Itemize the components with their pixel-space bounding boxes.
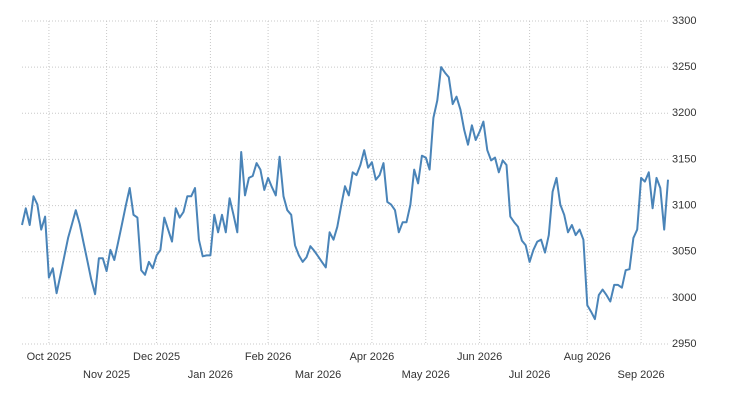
x-tick-label: Nov 2025	[83, 369, 130, 381]
x-tick-label: Dec 2025	[133, 351, 180, 363]
y-tick-label: 3000	[672, 292, 696, 304]
x-tick-label: Sep 2026	[618, 369, 665, 381]
data-line	[21, 66, 669, 321]
y-tick-label: 3050	[672, 246, 696, 258]
y-tick-label: 3150	[672, 153, 696, 165]
x-tick-label: Feb 2026	[245, 351, 291, 363]
y-tick-label: 3300	[672, 15, 696, 27]
x-tick-label: Mar 2026	[295, 369, 341, 381]
x-tick-label: May 2026	[402, 369, 450, 381]
x-tick-label: Apr 2026	[350, 351, 395, 363]
y-tick-label: 2950	[672, 338, 696, 350]
y-tick-label: 3250	[672, 61, 696, 73]
y-tick-label: 3100	[672, 199, 696, 211]
x-tick-label: Jan 2026	[188, 369, 233, 381]
x-tick-label: Aug 2026	[564, 351, 611, 363]
x-tick-label: Jun 2026	[457, 351, 502, 363]
y-tick-label: 3200	[672, 107, 696, 119]
x-tick-label: Jul 2026	[509, 369, 551, 381]
x-tick-label: Oct 2025	[27, 351, 72, 363]
